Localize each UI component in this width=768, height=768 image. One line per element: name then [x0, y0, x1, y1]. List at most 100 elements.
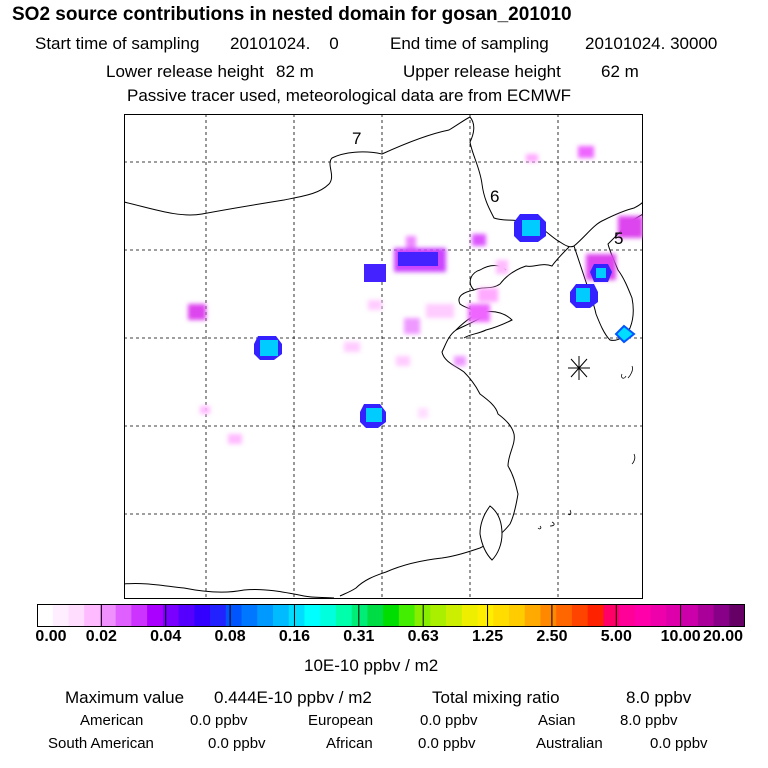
- color-scale-cell: [288, 604, 305, 627]
- color-scale-cell: [446, 604, 463, 627]
- taiwan-island: [479, 505, 503, 561]
- color-scale-cell: [68, 604, 85, 627]
- color-scale-cell: [367, 604, 384, 627]
- color-scale-cell: [587, 604, 604, 627]
- color-scale-tick-label: 0.08: [214, 628, 246, 645]
- color-scale-cell: [383, 604, 400, 627]
- map-frame: [124, 114, 643, 599]
- color-scale-cell: [524, 604, 541, 627]
- mongolia-border: [124, 116, 471, 216]
- color-scale-tick-label: 2.50: [536, 628, 568, 645]
- color-scale-bar: [37, 604, 745, 627]
- color-scale-cell: [37, 604, 54, 627]
- source-liaoning-core: [522, 220, 540, 236]
- total-mixing-value: 8.0 ppbv: [626, 688, 692, 707]
- color-scale-cell: [273, 604, 290, 627]
- region-name: Asian: [538, 712, 576, 729]
- region-value: 0.0 ppbv: [418, 735, 476, 752]
- color-scale-cell: [430, 604, 447, 627]
- color-scale-cell: [619, 604, 636, 627]
- color-scale-cell: [603, 604, 620, 627]
- color-scale-cell: [493, 604, 510, 627]
- color-scale-cell: [398, 604, 416, 627]
- color-scale-tick-label: 0.00: [35, 628, 67, 645]
- color-scale-tick-label: 0.31: [343, 628, 375, 645]
- color-scale-tick-label: 20.00: [702, 628, 744, 645]
- map-panel: 7 6 5: [124, 114, 643, 599]
- plume-blob-wuhan-n: [344, 342, 360, 352]
- color-scale-cell: [509, 604, 526, 627]
- source-pyongyang-core: [576, 288, 590, 302]
- color-scale-cell: [729, 604, 745, 627]
- color-scale-cell: [162, 604, 180, 627]
- region-value: 0.0 ppbv: [650, 735, 708, 752]
- plume-blob-anhui: [396, 356, 410, 366]
- color-scale-cell: [697, 604, 715, 627]
- upper-height-label: Upper release height: [403, 62, 561, 81]
- color-scale-tick-label: 1.25: [471, 628, 504, 645]
- color-scale-cell: [571, 604, 589, 627]
- color-scale-tick-label: 5.00: [600, 628, 632, 645]
- upper-height-value: 62 m: [601, 62, 639, 81]
- color-scale-tick-label: 10.00: [660, 628, 701, 645]
- color-scale-cell: [556, 604, 573, 627]
- plume-blob-jinan: [468, 304, 490, 322]
- source-beijing: [398, 252, 438, 266]
- color-scale-cell: [52, 604, 69, 627]
- color-scale-cell: [178, 604, 195, 627]
- color-scale-unit: 10E-10 ppbv / m2: [304, 656, 439, 675]
- color-scale-tick-label: 0.04: [150, 628, 182, 645]
- plume-blob-hebei: [426, 304, 454, 318]
- lat-lon-grid: [124, 114, 643, 599]
- receptor-asterisk-icon: [568, 356, 590, 380]
- end-time-label: End time of sampling: [390, 34, 549, 53]
- color-scale-cell: [225, 604, 243, 627]
- plume-blob-sw2: [200, 406, 210, 414]
- source-hubei-core: [366, 408, 382, 422]
- plume-blob-shanxi: [368, 300, 382, 310]
- region-value: 8.0 ppbv: [620, 712, 678, 729]
- color-scale-cell: [131, 604, 148, 627]
- source-sichuan-core: [260, 340, 278, 356]
- color-scale-cell: [99, 604, 117, 627]
- plume-blob-jiangsu: [454, 356, 466, 366]
- end-time-value: 20101024. 30000: [585, 34, 718, 53]
- northeast-border: [469, 116, 575, 248]
- color-scale-cell: [477, 604, 494, 627]
- max-value-label: Maximum value: [65, 688, 185, 707]
- color-scale-cell: [84, 604, 101, 627]
- color-scale-cell: [147, 604, 164, 627]
- color-scale-tick-label: 0.16: [278, 628, 311, 645]
- coastlines: [124, 116, 643, 599]
- plume-blob-tianjin: [496, 260, 508, 274]
- plume-blob-jiangxi: [418, 408, 428, 418]
- plume-blob-ne-edge: [618, 216, 643, 238]
- plume-blob-ne: [578, 146, 594, 158]
- color-scale-cell: [682, 604, 699, 627]
- color-scale-cell: [241, 604, 258, 627]
- region-name: South American: [48, 735, 154, 752]
- region-label-6: 6: [490, 187, 499, 206]
- korea-border: [573, 201, 643, 247]
- color-scale-cell: [650, 604, 667, 627]
- plume-blob-ne-small: [526, 154, 538, 162]
- source-hebei: [364, 264, 386, 282]
- color-scale-cell: [634, 604, 652, 627]
- total-mixing-label: Total mixing ratio: [432, 688, 560, 707]
- main-emission-sources: [254, 214, 636, 428]
- color-scale-tick-label: 0.02: [85, 628, 117, 645]
- color-scale-cell: [713, 604, 730, 627]
- plot-title: SO2 source contributions in nested domai…: [12, 4, 572, 25]
- plume-blob-beijing-n: [406, 236, 416, 248]
- color-scale-cell: [335, 604, 353, 627]
- plume-blob-shandong: [478, 288, 498, 302]
- source-north-korea-e-core: [596, 268, 606, 278]
- color-scale-cell: [666, 604, 683, 627]
- color-scale-tick-label: 0.63: [407, 628, 439, 645]
- region-value: 0.0 ppbv: [190, 712, 248, 729]
- color-scale-cell: [115, 604, 132, 627]
- lower-height-label: Lower release height: [106, 62, 264, 81]
- source-busan: [614, 324, 636, 344]
- color-scale-cell: [320, 604, 337, 627]
- color-scale-cell: [540, 604, 557, 627]
